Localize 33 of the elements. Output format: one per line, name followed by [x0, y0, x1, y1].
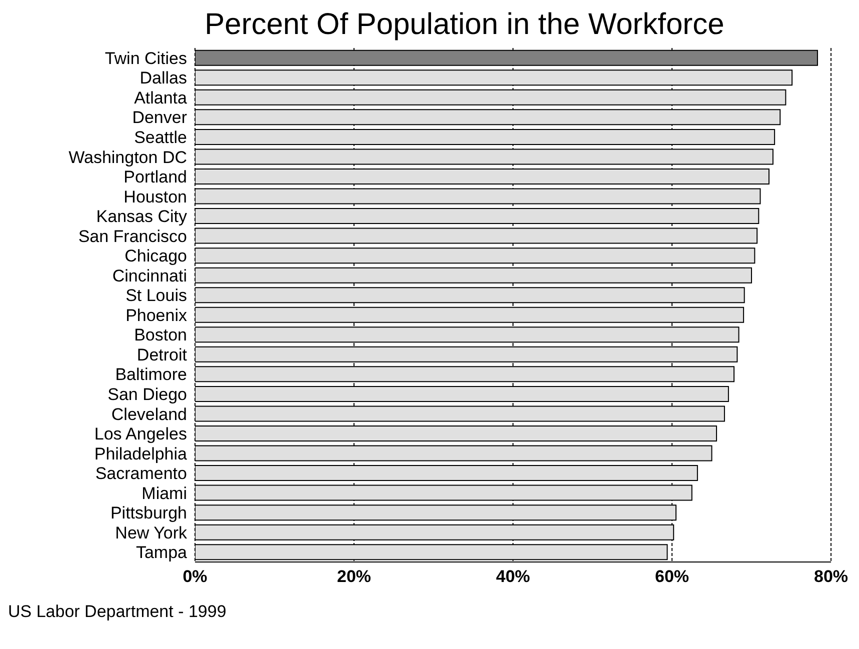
y-tick-label: Sacramento	[95, 464, 187, 484]
x-tick-label: 80%	[814, 567, 848, 586]
y-tick-label: Kansas City	[96, 207, 188, 226]
y-tick-label: San Diego	[108, 384, 187, 404]
y-tick-label: Chicago	[124, 246, 187, 266]
y-tick-label: Phoenix	[126, 306, 188, 325]
y-tick-label: Dallas	[140, 68, 187, 88]
y-tick-label: Pittsburgh	[110, 504, 187, 523]
y-tick-label: Philadelphia	[94, 444, 188, 464]
y-tick-label: Detroit	[136, 345, 188, 364]
y-tick-label: Cleveland	[111, 404, 187, 424]
x-tick-label: 60%	[654, 567, 690, 586]
y-tick-label: Tampa	[136, 543, 188, 562]
x-tick-label: 0%	[182, 567, 208, 586]
y-tick-label: Washington DC	[68, 148, 187, 167]
y-tick-label: Miami	[142, 484, 187, 503]
y-tick-label: St Louis	[126, 286, 187, 306]
chart-title: Percent Of Population in the Workforce	[204, 8, 726, 42]
x-tick-label: 20%	[336, 567, 372, 586]
y-tick-label: Atlanta	[134, 88, 188, 108]
y-tick-label: San Francisco	[78, 226, 187, 246]
y-tick-label: Twin Cities	[104, 48, 187, 68]
y-tick-label: Baltimore	[115, 365, 187, 384]
y-tick-label: Houston	[124, 187, 187, 206]
y-tick-label: Seattle	[134, 128, 187, 147]
y-tick-label: Cincinnati	[112, 266, 187, 286]
y-tick-label: Portland	[124, 168, 187, 187]
y-tick-label: Denver	[132, 108, 188, 128]
y-tick-label: Boston	[134, 326, 187, 345]
y-tick-label: Los Angeles	[94, 424, 187, 444]
y-tick-label: New York	[115, 523, 188, 542]
text: US Labor Department - 1999	[8, 602, 228, 622]
x-tick-label: 40%	[496, 567, 530, 586]
